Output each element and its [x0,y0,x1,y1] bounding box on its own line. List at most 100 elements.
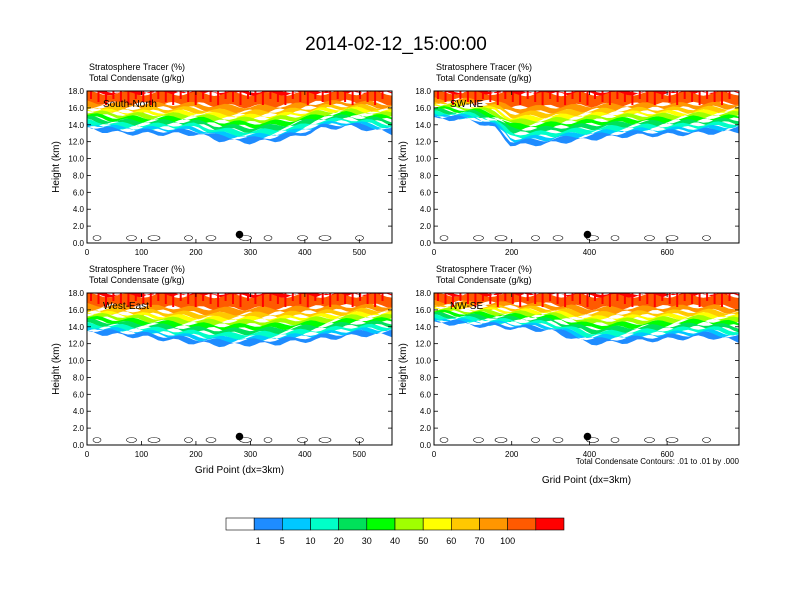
colorbar-swatch [310,517,339,531]
tracer-streak [187,293,190,304]
tracer-streak [474,293,477,307]
x-tick-label: 0 [432,450,437,459]
tracer-streak [466,293,469,304]
tracer-streak [728,91,731,99]
colorbar-swatch [281,517,311,531]
plot-frame [86,90,393,244]
tracer-streak [336,91,339,99]
y-tick-label: 14.0 [415,121,431,130]
tracer-streak [261,293,264,307]
tracer-streak [608,91,611,105]
panel-south-north: Stratosphere Tracer (%)Total Condensate … [51,62,393,257]
panels: Stratosphere Tracer (%)Total Condensate … [51,62,740,486]
panel-title-line2: Total Condensate (g/kg) [436,275,532,285]
tracer-streak [344,91,347,102]
tracer-streak [127,293,130,307]
tracer-streak [706,91,709,99]
colorbar-label: 100 [500,536,515,546]
contour-footnote: Total Condensate Contours: .01 to .01 by… [576,457,740,466]
tracer-band-7 [87,114,392,133]
tracer-streak [269,293,272,301]
tracer-streak [224,91,227,99]
y-axis-label: Height (km) [398,141,409,193]
tracer-streak [187,91,190,102]
y-tick-label: 14.0 [415,323,431,332]
plot-frame [433,90,740,244]
colorbar-label: 10 [305,536,315,546]
tracer-streak [179,293,182,301]
tracer-streak [668,91,671,102]
y-tick-label: 10.0 [415,155,431,164]
tracer-streak [194,293,197,307]
tracer-band-9 [87,326,392,344]
y-tick-label: 8.0 [73,171,85,180]
tracer-band-6 [87,111,392,129]
panel-label: South-North [103,99,157,110]
tracer-streak [541,293,544,307]
tracer-streak [351,91,354,105]
tracer-streak [329,91,332,105]
condensate-contour [184,437,193,443]
tracer-streak [112,91,115,99]
tracer-band-10 [87,329,392,348]
tracer-streak [381,293,384,301]
y-tick-label: 14.0 [68,121,84,130]
y-tick-label: 0.0 [420,239,432,248]
colorbar-label: 60 [446,536,456,546]
condensate-contour [318,437,332,443]
tracer-streak [359,91,362,99]
tracer-streak [306,293,309,307]
colorbar-swatch [507,517,537,531]
tracer-streak [239,293,242,307]
tracer-streak [571,91,574,99]
tracer-streak [437,293,439,301]
colorbar-label: 30 [362,536,372,546]
panel-title-line2: Total Condensate (g/kg) [89,73,185,83]
panel-nw-se: Stratosphere Tracer (%)Total Condensate … [398,264,740,486]
tracer-streak [601,91,604,102]
condensate-contour [552,437,564,443]
tracer-streak [284,293,287,307]
tracer-streak [459,293,462,301]
tracer-band-4 [87,106,392,121]
colorbar-label: 40 [390,536,400,546]
tracer-streak [276,293,279,304]
condensate-contour [552,235,564,241]
tracer-streak [549,293,552,301]
tracer-streak [564,91,567,105]
colorbar-swatch [535,517,565,531]
tracer-streak [526,91,529,99]
tracer-streak [601,293,604,304]
tracer-streak [653,293,656,307]
panel-title-line1: Stratosphere Tracer (%) [436,264,532,274]
tracer-streak [202,293,205,301]
tracer-streak [209,293,212,304]
tracer-streak [232,293,234,304]
tracer-streak [149,91,152,105]
colorbar-swatch [450,517,480,531]
y-tick-label: 16.0 [68,306,84,315]
tracer-streak [676,293,679,307]
y-tick-label: 6.0 [420,390,432,399]
tracer-streak [164,293,167,304]
condensate-contour [473,235,484,241]
tracer-streak [172,91,175,105]
tracer-streak [359,293,362,301]
tracer-streak [239,91,242,105]
tracer-streak [489,293,492,304]
panel-label: SW-NE [450,99,483,110]
tracer-streak [179,91,182,99]
tracer-streak [713,293,716,304]
condensate-contour [473,437,484,443]
colorbar-swatch [338,517,368,531]
tracer-streak [90,293,92,301]
colorbar-label: 20 [334,536,344,546]
condensate-contour [297,437,308,443]
condensate-contour [494,235,508,241]
tracer-streak [366,293,369,304]
x-tick-label: 400 [583,248,597,257]
tracer-streak [556,91,559,102]
tracer-streak [721,293,723,307]
condensate-contour [644,235,655,241]
tracer-streak [496,91,499,105]
